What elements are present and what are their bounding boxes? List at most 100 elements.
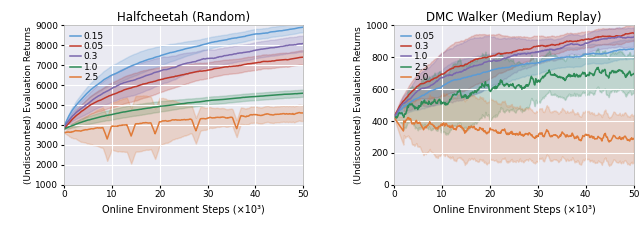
2.5 — [533, 81, 541, 84]
0.3 — [300, 42, 307, 45]
0.05 — [627, 48, 635, 50]
2.5 — [391, 117, 399, 120]
5.0 — [605, 141, 613, 143]
X-axis label: Online Environment Steps (×10³): Online Environment Steps (×10³) — [102, 205, 265, 215]
2.5 — [296, 111, 303, 114]
0.15 — [189, 46, 197, 49]
5.0 — [533, 135, 541, 138]
0.15 — [60, 125, 68, 128]
1.0 — [506, 56, 513, 58]
0.05 — [587, 52, 595, 55]
0.05 — [520, 63, 527, 66]
5.0 — [506, 132, 514, 135]
1.0 — [630, 36, 637, 38]
Line: 5.0: 5.0 — [394, 118, 634, 142]
0.3 — [175, 64, 183, 67]
2.5 — [300, 112, 307, 114]
0.05 — [624, 48, 632, 51]
0.05 — [506, 66, 513, 69]
0.05 — [257, 61, 264, 64]
0.3 — [189, 61, 197, 63]
Y-axis label: (Undiscounted) Evaluation Returns: (Undiscounted) Evaluation Returns — [24, 26, 33, 184]
Line: 0.3: 0.3 — [64, 43, 303, 127]
0.3 — [60, 126, 68, 128]
2.5 — [520, 86, 528, 88]
0.05 — [504, 66, 512, 69]
5.0 — [390, 116, 398, 119]
0.05 — [390, 115, 398, 117]
1.0 — [504, 56, 512, 59]
2.5 — [625, 71, 633, 74]
5.0 — [504, 133, 512, 136]
0.05 — [60, 128, 68, 131]
2.5 — [595, 66, 602, 69]
1.0 — [520, 52, 527, 55]
0.3 — [630, 32, 637, 34]
2.5 — [176, 119, 184, 122]
0.15 — [203, 43, 211, 45]
1.0 — [615, 35, 623, 38]
0.3 — [624, 32, 632, 35]
1.0 — [189, 101, 197, 104]
Line: 2.5: 2.5 — [394, 67, 634, 119]
0.3 — [203, 57, 211, 60]
1.0 — [257, 95, 264, 97]
Line: 1.0: 1.0 — [64, 93, 303, 129]
Title: DMC Walker (Medium Replay): DMC Walker (Medium Replay) — [426, 11, 602, 24]
Legend: 0.15, 0.05, 0.3, 1.0, 2.5: 0.15, 0.05, 0.3, 1.0, 2.5 — [68, 30, 106, 84]
1.0 — [625, 36, 632, 39]
0.3 — [587, 38, 595, 41]
X-axis label: Online Environment Steps (×10³): Online Environment Steps (×10³) — [433, 205, 595, 215]
1.0 — [533, 51, 541, 53]
1.0 — [174, 103, 182, 106]
5.0 — [404, 116, 412, 119]
0.3 — [506, 52, 513, 54]
0.15 — [294, 27, 301, 29]
5.0 — [520, 133, 528, 136]
0.05 — [174, 74, 182, 77]
0.15 — [257, 32, 264, 35]
1.0 — [300, 92, 307, 94]
2.5 — [103, 138, 111, 140]
1.0 — [203, 100, 211, 102]
2.5 — [257, 114, 264, 117]
0.3 — [390, 115, 398, 118]
0.3 — [174, 65, 182, 67]
Legend: 0.05, 0.3, 1.0, 2.5, 5.0: 0.05, 0.3, 1.0, 2.5, 5.0 — [399, 30, 436, 84]
2.5 — [174, 119, 182, 121]
5.0 — [587, 136, 595, 138]
0.15 — [300, 26, 307, 28]
1.0 — [390, 115, 398, 118]
0.05 — [189, 71, 197, 74]
2.5 — [630, 72, 637, 75]
0.3 — [533, 45, 541, 48]
2.5 — [294, 111, 302, 114]
0.15 — [174, 49, 182, 52]
0.05 — [300, 56, 307, 58]
Line: 0.15: 0.15 — [64, 27, 303, 127]
0.3 — [294, 43, 301, 46]
2.5 — [203, 117, 211, 120]
0.3 — [257, 48, 264, 51]
1.0 — [294, 92, 301, 95]
5.0 — [630, 137, 637, 140]
2.5 — [190, 125, 198, 128]
0.05 — [630, 48, 637, 50]
Line: 0.3: 0.3 — [394, 33, 634, 116]
0.15 — [175, 49, 183, 52]
2.5 — [506, 84, 514, 86]
0.05 — [294, 57, 301, 59]
Line: 0.05: 0.05 — [394, 49, 634, 116]
0.05 — [533, 62, 541, 64]
Y-axis label: (Undiscounted) Evaluation Returns: (Undiscounted) Evaluation Returns — [354, 26, 363, 184]
2.5 — [60, 131, 68, 134]
0.05 — [175, 74, 183, 77]
1.0 — [175, 103, 183, 105]
5.0 — [625, 139, 633, 142]
2.5 — [390, 117, 398, 120]
2.5 — [504, 83, 512, 86]
Title: Halfcheetah (Random): Halfcheetah (Random) — [117, 11, 250, 24]
2.5 — [587, 72, 595, 75]
Line: 2.5: 2.5 — [64, 112, 303, 139]
0.05 — [203, 69, 211, 72]
